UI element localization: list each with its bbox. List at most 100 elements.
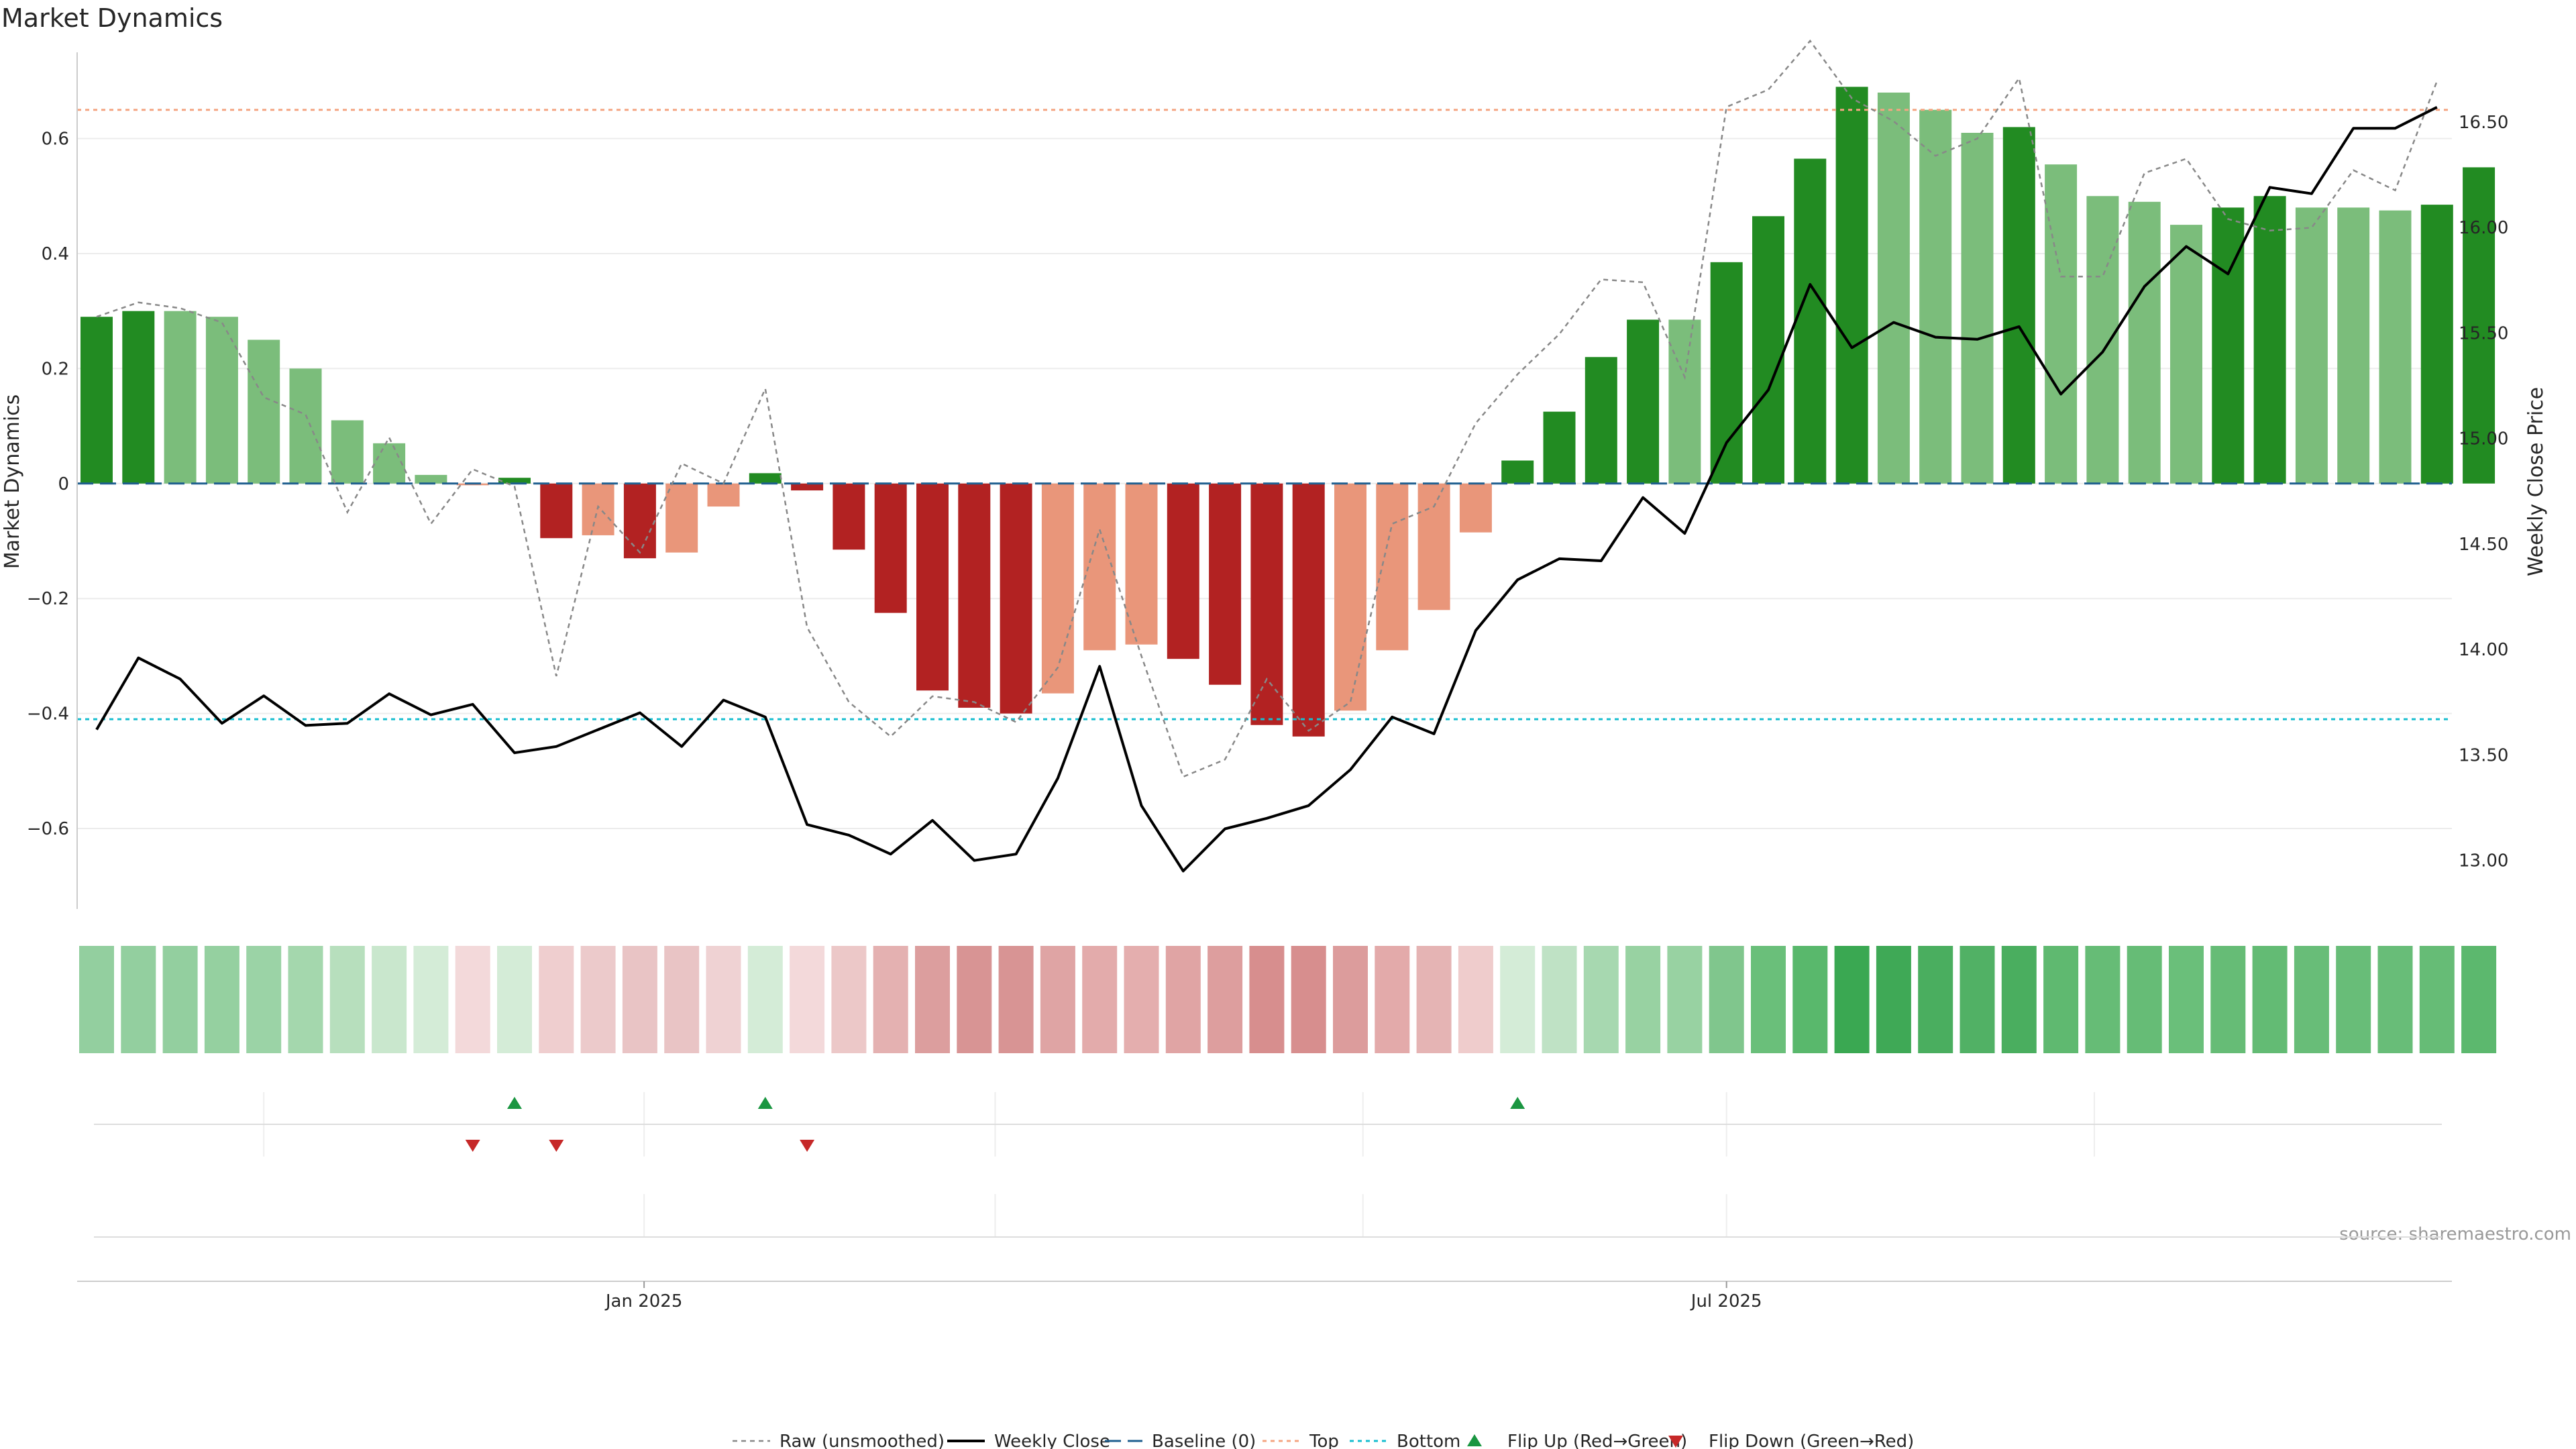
heat-cell-15	[706, 946, 741, 1053]
flip-up-marker-1	[757, 1097, 773, 1109]
heat-cell-55	[2377, 946, 2413, 1053]
left-tick-label-6: −0.6	[27, 819, 69, 839]
heat-cell-30	[1333, 946, 1368, 1053]
heat-cell-33	[1458, 946, 1493, 1053]
heat-cell-37	[1625, 946, 1661, 1053]
heat-cell-57	[2461, 946, 2497, 1053]
heat-cell-5	[288, 946, 323, 1053]
bar-22	[1000, 483, 1032, 714]
bar-34	[1501, 460, 1534, 484]
right-tick-label-7: 13.00	[2459, 851, 2508, 871]
left-tick-label-2: 0.2	[42, 359, 69, 379]
legend-label-close: Weekly Close	[994, 1432, 1110, 1449]
source-note: source: sharemaestro.com	[2339, 1224, 2571, 1244]
legend-label-top: Top	[1309, 1432, 1339, 1449]
flip-down-marker-0	[465, 1140, 480, 1152]
heat-cell-22	[998, 946, 1034, 1053]
flip-up-marker-0	[507, 1097, 522, 1109]
heat-cell-12	[580, 946, 616, 1053]
heat-cell-47	[2043, 946, 2079, 1053]
right-tick-label-5: 14.00	[2459, 640, 2508, 660]
bar-8	[415, 474, 447, 484]
heat-cell-46	[2001, 946, 2037, 1053]
flip-down-marker-1	[549, 1140, 564, 1152]
heat-cell-35	[1542, 946, 1577, 1053]
legend-swatch-flip_up	[1467, 1434, 1482, 1446]
heat-cell-51	[2210, 946, 2246, 1053]
legend-item-baseline: Baseline (0)	[1105, 1432, 1256, 1449]
heat-cell-6	[329, 946, 365, 1053]
heat-cell-40	[1751, 946, 1786, 1053]
legend-label-baseline: Baseline (0)	[1152, 1432, 1256, 1449]
chart-title: Market Dynamics	[1, 3, 223, 33]
heat-cell-21	[957, 946, 992, 1053]
bar-39	[1710, 262, 1743, 484]
heat-cell-24	[1082, 946, 1118, 1053]
left-tick-label-4: −0.2	[27, 589, 69, 609]
bar-48	[2086, 196, 2119, 484]
bar-2	[164, 311, 197, 484]
bar-45	[1961, 132, 1994, 484]
heat-cell-45	[1960, 946, 1995, 1053]
bar-14	[665, 483, 698, 553]
heat-cell-34	[1500, 946, 1536, 1053]
heat-cell-26	[1165, 946, 1201, 1053]
heat-cell-41	[1792, 946, 1828, 1053]
bar-17	[791, 483, 824, 491]
bar-13	[623, 483, 656, 559]
heat-cell-9	[455, 946, 490, 1053]
heat-cell-18	[831, 946, 867, 1053]
legend-label-flip_down: Flip Down (Green→Red)	[1709, 1432, 1914, 1449]
heat-cell-50	[2169, 946, 2204, 1053]
heat-strip	[79, 946, 2497, 1053]
bar-23	[1041, 483, 1074, 694]
heat-cell-54	[2336, 946, 2371, 1053]
heat-cell-16	[747, 946, 783, 1053]
bar-57	[2463, 167, 2496, 484]
legend: Raw (unsmoothed) Weekly Close Baseline (0)…	[733, 1432, 1914, 1449]
y-axis-label-right: Weekly Close Price	[2524, 387, 2548, 576]
bar-43	[1877, 92, 1910, 484]
bar-6	[331, 420, 364, 484]
heat-cell-56	[2419, 946, 2455, 1053]
heat-cell-36	[1583, 946, 1619, 1053]
heat-cell-7	[372, 946, 407, 1053]
heat-cell-11	[539, 946, 574, 1053]
right-tick-label-3: 15.00	[2459, 429, 2508, 449]
heat-cell-4	[246, 946, 282, 1053]
dynamics-bars	[80, 87, 2496, 737]
heat-cell-43	[1876, 946, 1911, 1053]
bar-33	[1459, 483, 1492, 533]
bar-25	[1125, 483, 1158, 645]
y-axis-label-left: Market Dynamics	[1, 394, 24, 570]
legend-label-bottom: Bottom	[1397, 1432, 1460, 1449]
legend-item-top: Top	[1263, 1432, 1339, 1449]
bar-0	[80, 317, 113, 484]
bar-3	[205, 317, 238, 484]
bar-28	[1250, 483, 1283, 725]
bar-32	[1417, 483, 1450, 610]
legend-swatch-flip_down	[1668, 1436, 1683, 1448]
legend-item-raw: Raw (unsmoothed)	[733, 1432, 945, 1449]
heat-cell-38	[1667, 946, 1703, 1053]
bar-7	[373, 443, 406, 484]
bar-15	[707, 483, 740, 507]
bar-4	[248, 339, 280, 484]
heat-cell-28	[1249, 946, 1285, 1053]
legend-item-close: Weekly Close	[947, 1432, 1110, 1449]
left-tick-label-1: 0.4	[42, 244, 69, 264]
heat-cell-2	[162, 946, 198, 1053]
bar-30	[1334, 483, 1366, 711]
heat-cell-0	[79, 946, 114, 1053]
right-tick-label-2: 15.50	[2459, 323, 2508, 343]
heat-cell-17	[790, 946, 825, 1053]
heat-cell-42	[1834, 946, 1870, 1053]
legend-item-bottom: Bottom	[1350, 1432, 1460, 1449]
bar-35	[1543, 411, 1576, 484]
left-tick-label-0: 0.6	[42, 129, 69, 150]
bar-5	[289, 368, 322, 484]
bar-29	[1292, 483, 1325, 737]
heat-cell-44	[1918, 946, 1953, 1053]
heat-cell-32	[1416, 946, 1452, 1053]
